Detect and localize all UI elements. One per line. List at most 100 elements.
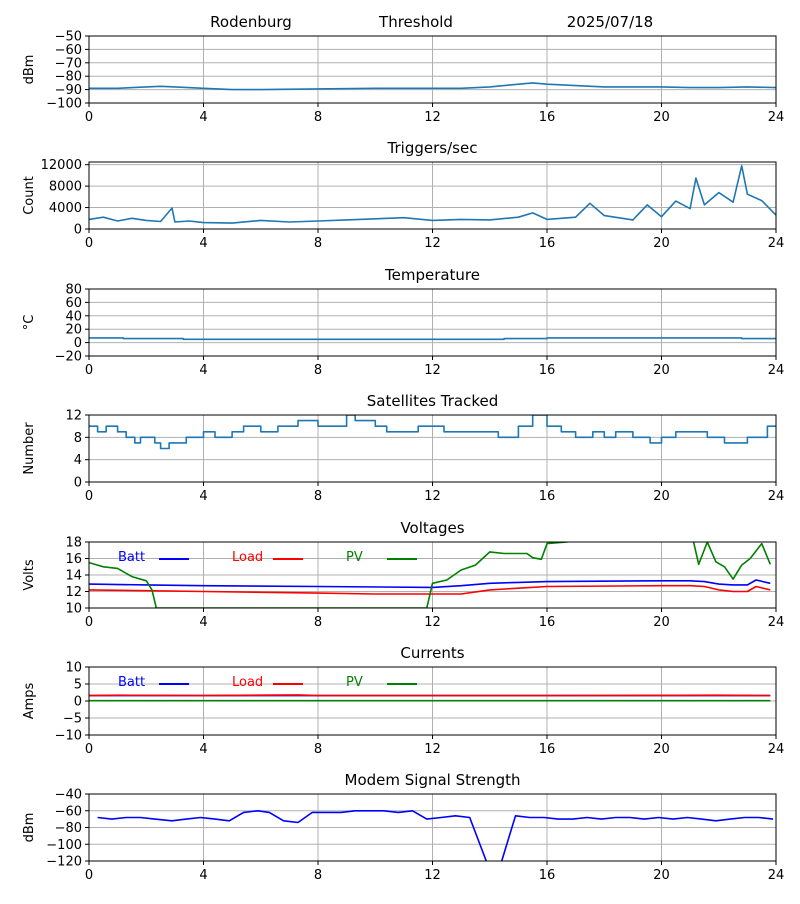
y-tick-label: −100 [46, 97, 82, 112]
x-tick-label: 12 [424, 363, 441, 378]
y-tick-label: 5 [74, 678, 82, 693]
y-tick-label: 20 [65, 323, 82, 338]
x-tick-label: 4 [199, 489, 207, 504]
x-tick-label: 12 [424, 489, 441, 504]
x-tick-label: 4 [199, 110, 207, 125]
x-tick-label: 4 [199, 742, 207, 757]
chart-title: Voltages [400, 519, 464, 537]
x-tick-label: 24 [768, 868, 785, 883]
chart-title: Currents [400, 644, 464, 662]
y-tick-label: 12 [65, 409, 82, 424]
series-line [89, 337, 776, 341]
y-tick-label: −10 [55, 729, 82, 744]
x-tick-label: 20 [653, 363, 670, 378]
x-tick-label: 16 [539, 236, 556, 251]
x-tick-label: 20 [653, 742, 670, 757]
x-tick-label: 16 [539, 615, 556, 630]
x-tick-label: 4 [199, 868, 207, 883]
y-axis-label: Amps [22, 682, 37, 719]
x-tick-label: 0 [85, 363, 93, 378]
x-tick-label: 8 [314, 363, 322, 378]
x-tick-label: 8 [314, 236, 322, 251]
y-tick-label: 12 [65, 585, 82, 600]
x-tick-label: 20 [653, 236, 670, 251]
x-tick-label: 12 [424, 236, 441, 251]
x-tick-label: 8 [314, 742, 322, 757]
chart-panel-threshold: 0 4 8 12 16 20 24 −100−90−80−70−60−50 dBm [22, 30, 784, 126]
x-tick-label: 4 [199, 236, 207, 251]
y-tick-label: −20 [55, 350, 82, 365]
x-tick-label: 4 [199, 363, 207, 378]
series-line [89, 415, 776, 450]
y-tick-label: 0 [74, 223, 82, 238]
series-line-load [89, 584, 771, 595]
y-axis-label: Volts [22, 559, 37, 591]
y-tick-label: −50 [55, 30, 82, 45]
y-tick-label: −60 [55, 43, 82, 58]
y-tick-label: −5 [63, 712, 82, 727]
x-tick-label: 0 [85, 742, 93, 757]
x-tick-label: 0 [85, 615, 93, 630]
series-line [89, 82, 776, 91]
y-tick-label: 4 [74, 453, 82, 468]
y-axis-label: Number [22, 422, 37, 475]
legend-label-batt: Batt [118, 550, 145, 565]
x-tick-label: 8 [314, 615, 322, 630]
y-tick-label: −60 [55, 804, 82, 819]
chart-title: Satellites Tracked [367, 392, 498, 410]
legend: Batt Load PV [118, 675, 417, 690]
chart-panel-triggers: 0 4 8 12 16 20 24 0 4000 8000 12000 Triggers/sec Cou… [22, 139, 784, 251]
x-tick-label: 12 [424, 110, 441, 125]
y-axis-label: dBm [22, 813, 37, 843]
header-mode: Threshold [378, 13, 453, 31]
y-axis-label: Count [22, 176, 37, 215]
x-tick-label: 16 [539, 363, 556, 378]
y-tick-label: −80 [55, 70, 82, 85]
x-tick-label: 12 [424, 615, 441, 630]
y-tick-label: 0 [74, 476, 82, 491]
y-tick-label: 16 [65, 552, 82, 567]
x-tick-label: 24 [768, 742, 785, 757]
x-tick-label: 20 [653, 615, 670, 630]
x-tick-label: 24 [768, 236, 785, 251]
legend: Batt Load PV [118, 550, 417, 565]
series-line-pv [89, 542, 772, 608]
y-tick-label: 60 [65, 296, 82, 311]
header-station: Rodenburg [210, 13, 292, 31]
y-tick-label: 0 [74, 695, 82, 710]
x-tick-label: 0 [85, 868, 93, 883]
chart-panel-satellites: 0 4 8 12 16 20 24 0 4 8 12 Satellites Tracked Number [22, 392, 784, 504]
series-line-load [89, 694, 771, 697]
x-tick-label: 0 [85, 110, 93, 125]
y-tick-label: 10 [65, 602, 82, 617]
x-tick-label: 20 [653, 110, 670, 125]
y-tick-label: −100 [46, 838, 82, 853]
y-tick-label: −40 [55, 788, 82, 803]
y-tick-label: 80 [65, 283, 82, 298]
x-tick-label: 20 [653, 489, 670, 504]
y-tick-label: 40 [65, 309, 82, 324]
x-tick-label: 24 [768, 489, 785, 504]
series-line-batt [89, 579, 771, 589]
y-tick-label: −90 [55, 83, 82, 98]
legend-label-load: Load [232, 550, 263, 565]
chart-panel-modem: 0 4 8 12 16 20 24 −120 −100 −80 −60−40 Modem Signal… [22, 771, 784, 883]
x-tick-label: 12 [424, 742, 441, 757]
y-tick-label: 10 [65, 661, 82, 676]
x-tick-label: 24 [768, 110, 785, 125]
x-tick-label: 0 [85, 489, 93, 504]
series-line [97, 809, 774, 861]
x-tick-label: 16 [539, 489, 556, 504]
x-tick-label: 4 [199, 615, 207, 630]
y-axis-label: dBm [22, 55, 37, 85]
chart-title: Temperature [384, 266, 480, 284]
x-tick-label: 16 [539, 110, 556, 125]
y-tick-label: −120 [46, 855, 82, 870]
y-tick-label: 0 [74, 336, 82, 351]
x-tick-label: 16 [539, 868, 556, 883]
x-tick-label: 20 [653, 868, 670, 883]
